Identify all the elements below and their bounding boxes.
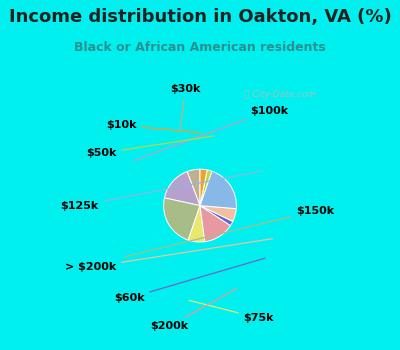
- Text: Black or African American residents: Black or African American residents: [74, 41, 326, 54]
- Wedge shape: [200, 206, 236, 221]
- Wedge shape: [187, 169, 200, 206]
- Wedge shape: [200, 169, 207, 206]
- Text: $50k: $50k: [86, 136, 214, 159]
- Wedge shape: [200, 206, 230, 242]
- Text: $60k: $60k: [114, 258, 265, 303]
- Wedge shape: [200, 170, 212, 206]
- Wedge shape: [188, 206, 205, 242]
- Wedge shape: [164, 198, 200, 240]
- Text: Income distribution in Oakton, VA (%): Income distribution in Oakton, VA (%): [9, 8, 391, 26]
- Wedge shape: [200, 171, 236, 209]
- Text: $125k: $125k: [60, 171, 262, 211]
- Text: > $200k: > $200k: [64, 239, 273, 272]
- Text: $30k: $30k: [170, 84, 200, 131]
- Text: ⓘ City-Data.com: ⓘ City-Data.com: [244, 90, 316, 99]
- Text: $100k: $100k: [134, 106, 289, 161]
- Wedge shape: [200, 206, 233, 225]
- Text: $200k: $200k: [150, 288, 237, 331]
- Wedge shape: [164, 172, 200, 206]
- Text: $10k: $10k: [106, 120, 200, 133]
- Text: $75k: $75k: [189, 300, 274, 323]
- Text: $150k: $150k: [124, 206, 334, 257]
